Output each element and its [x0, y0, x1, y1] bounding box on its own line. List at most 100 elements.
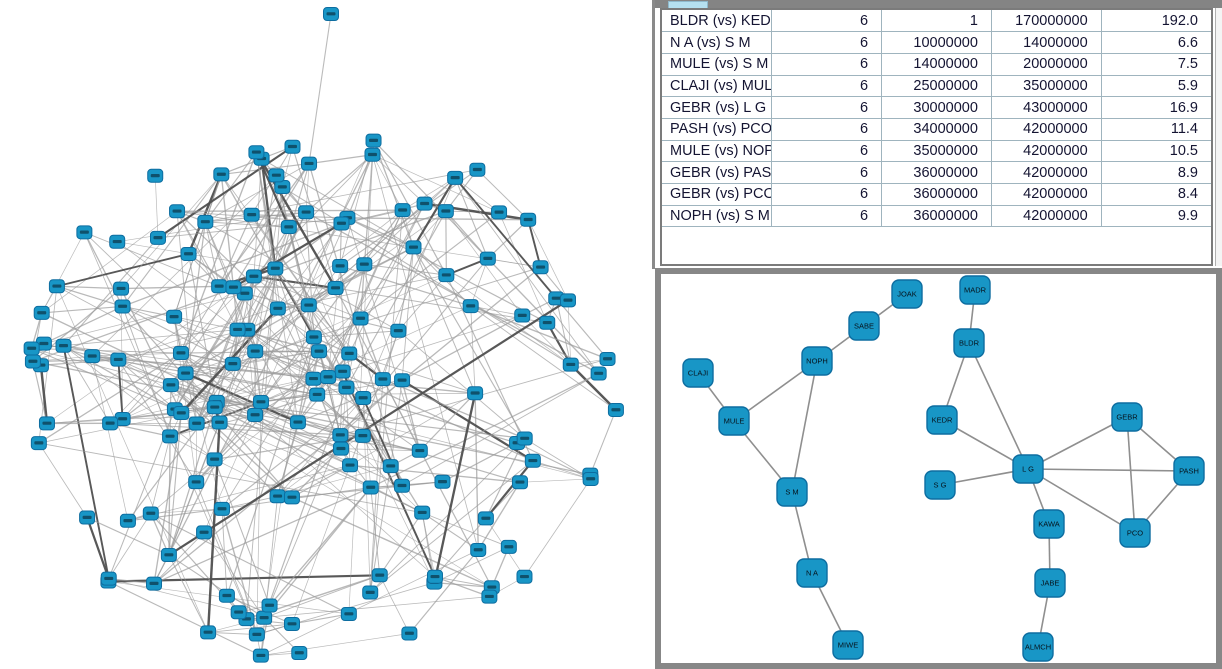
network-edge[interactable] — [38, 442, 423, 514]
network-node[interactable] — [500, 539, 517, 554]
network-edge[interactable] — [150, 459, 215, 514]
network-node[interactable] — [280, 220, 297, 235]
network-edge[interactable] — [253, 275, 336, 290]
cell-value[interactable]: 36000000 — [881, 161, 992, 184]
cell-shared-name[interactable]: BLDR (vs) KEDR — [662, 10, 773, 33]
cell-shared-name[interactable]: NOPH (vs) S M — [662, 205, 773, 228]
network-edge[interactable] — [208, 623, 293, 633]
network-edge[interactable] — [180, 152, 258, 354]
network-edge[interactable] — [419, 392, 476, 452]
network-edge[interactable] — [527, 219, 542, 268]
network-edge[interactable] — [41, 232, 85, 314]
cell-value[interactable]: 35000000 — [881, 140, 992, 163]
table-scrollbar-track[interactable] — [1215, 8, 1222, 266]
network-edge[interactable] — [91, 356, 129, 521]
network-edge[interactable] — [589, 409, 617, 475]
network-node[interactable] — [211, 279, 228, 294]
network-edge[interactable] — [347, 217, 421, 451]
network-edge[interactable] — [219, 268, 276, 423]
network-edge[interactable] — [260, 633, 410, 656]
network-node[interactable] — [327, 281, 344, 296]
network-edge[interactable] — [318, 247, 414, 352]
network-node[interactable] — [30, 436, 47, 451]
network-edge[interactable] — [297, 421, 363, 437]
network-edge[interactable] — [313, 330, 399, 338]
network-node-joak[interactable]: JOAK — [891, 279, 923, 309]
network-edge[interactable] — [379, 575, 410, 634]
network-node[interactable] — [394, 373, 411, 388]
network-edge[interactable] — [168, 413, 182, 556]
network-node[interactable] — [284, 139, 301, 154]
network-node[interactable] — [110, 352, 127, 367]
cell-value[interactable]: 34000000 — [881, 118, 992, 141]
network-edge[interactable] — [43, 305, 123, 345]
network-edge[interactable] — [247, 226, 290, 330]
network-node[interactable] — [491, 205, 508, 220]
network-node[interactable] — [341, 346, 358, 361]
cell-value[interactable]: 42000000 — [991, 118, 1102, 141]
network-node-kedr[interactable]: KEDR — [926, 405, 958, 435]
network-edge[interactable] — [185, 372, 299, 424]
network-edge[interactable] — [31, 347, 176, 410]
network-node[interactable] — [261, 598, 278, 613]
network-edge[interactable] — [153, 486, 371, 585]
table-row[interactable]: GEBR (vs) PCO 6 36000000 42000000 8.4 — [662, 183, 1211, 206]
network-edge[interactable] — [327, 315, 523, 378]
network-edge[interactable] — [196, 212, 307, 424]
cell-value[interactable]: 1 — [881, 10, 992, 33]
network-node[interactable] — [320, 370, 337, 385]
network-edge[interactable] — [369, 210, 404, 593]
cell-value[interactable]: 8.9 — [1101, 161, 1211, 184]
network-edge[interactable] — [470, 306, 476, 394]
network-edge[interactable] — [372, 154, 403, 211]
network-edge[interactable] — [84, 231, 220, 287]
network-node[interactable] — [48, 279, 65, 294]
network-edge[interactable] — [254, 414, 351, 466]
cell-value[interactable]: 6 — [771, 205, 883, 228]
cell-shared-name[interactable]: GEBR (vs) L G — [662, 96, 773, 119]
network-edge[interactable] — [63, 345, 591, 480]
cell-value[interactable]: 42000000 — [991, 205, 1102, 228]
network-edge[interactable] — [555, 298, 572, 365]
network-node[interactable] — [160, 548, 177, 563]
network-node[interactable] — [256, 610, 273, 625]
network-edge[interactable] — [237, 268, 276, 330]
network-edge[interactable] — [1027, 468, 1190, 472]
network-edge[interactable] — [434, 546, 510, 583]
network-edge[interactable] — [185, 350, 256, 374]
network-edge[interactable] — [454, 177, 557, 299]
cell-value[interactable]: 10000000 — [881, 31, 992, 54]
network-edge[interactable] — [445, 274, 534, 461]
table-row[interactable]: GEBR (vs) PASH 6 36000000 42000000 8.9 — [662, 161, 1211, 184]
network-edge[interactable] — [335, 287, 493, 588]
network-edge[interactable] — [291, 496, 493, 588]
network-edge[interactable] — [150, 436, 171, 514]
network-node[interactable] — [416, 196, 433, 211]
network-node[interactable] — [354, 428, 371, 443]
network-edge[interactable] — [470, 258, 489, 307]
network-edge[interactable] — [305, 212, 315, 338]
network-edge[interactable] — [413, 247, 476, 394]
cell-value[interactable]: 36000000 — [881, 183, 992, 206]
network-node[interactable] — [196, 525, 213, 540]
cell-value[interactable]: 43000000 — [991, 96, 1102, 119]
cell-value[interactable]: 6 — [771, 53, 883, 76]
network-node[interactable] — [269, 301, 286, 316]
network-edge[interactable] — [308, 304, 344, 372]
network-node[interactable] — [470, 542, 487, 557]
network-edge[interactable] — [308, 217, 348, 306]
network-node[interactable] — [267, 261, 284, 276]
network-node[interactable] — [229, 322, 246, 337]
network-edge[interactable] — [110, 422, 363, 437]
network-edge[interactable] — [291, 146, 337, 289]
network-edge[interactable] — [255, 350, 343, 373]
network-edge[interactable] — [246, 596, 490, 620]
network-node[interactable] — [283, 616, 300, 631]
network-edge[interactable] — [340, 448, 420, 452]
network-edge[interactable] — [157, 145, 294, 239]
network-edge[interactable] — [434, 582, 492, 588]
network-node[interactable] — [426, 569, 443, 584]
network-edge[interactable] — [219, 421, 420, 452]
cell-value[interactable]: 5.9 — [1101, 75, 1211, 98]
network-edge[interactable] — [118, 287, 336, 360]
